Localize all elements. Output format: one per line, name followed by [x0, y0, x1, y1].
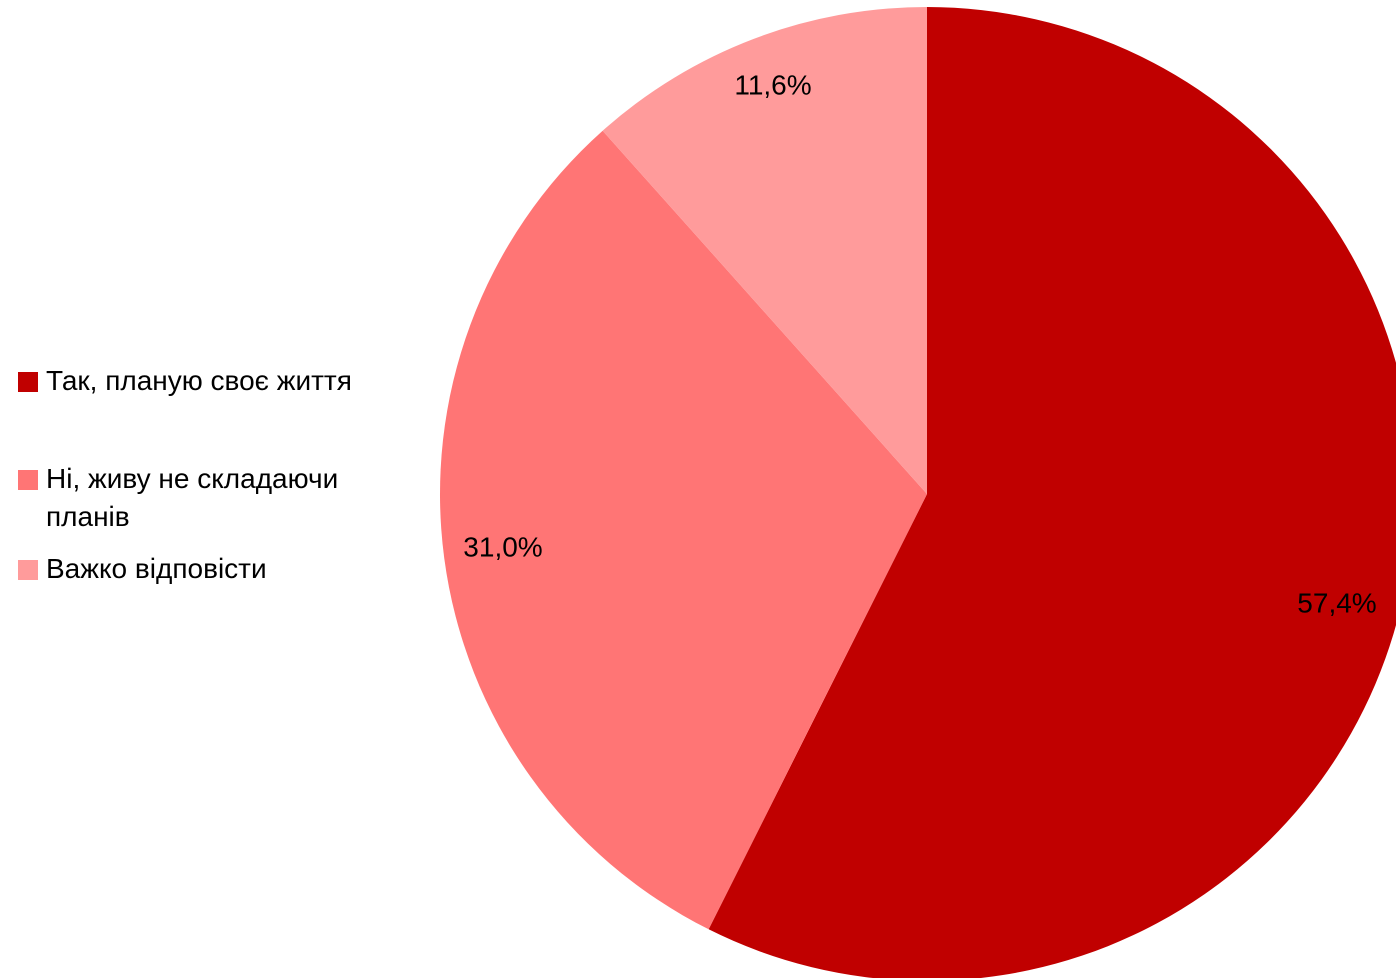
pie-slice-no-plans	[439, 130, 927, 930]
legend-swatch-plan-life	[18, 372, 38, 392]
legend-swatch-hard-to-answer	[18, 560, 38, 580]
chart-legend: Так, планую своє життя Ні, живу не склад…	[18, 362, 428, 588]
legend-label-plan-life: Так, планую своє життя	[46, 365, 352, 396]
data-label-plan-life: 57,4%	[1297, 587, 1376, 618]
legend-label-no-plans: Ні, живу не складаючи планів	[46, 463, 339, 532]
data-label-hard-to-answer: 11,6%	[734, 69, 811, 100]
data-label-no-plans: 31,0%	[463, 531, 542, 562]
legend-item-plan-life: Так, планую своє життя	[18, 362, 428, 400]
legend-swatch-no-plans	[18, 470, 38, 490]
legend-item-no-plans: Ні, живу не складаючи планів	[18, 460, 428, 536]
pie-slice-plan-life	[708, 7, 1396, 978]
legend-item-hard-to-answer: Важко відповісти	[18, 550, 428, 588]
legend-label-hard-to-answer: Важко відповісти	[46, 553, 267, 584]
pie-slice-hard-to-answer	[602, 7, 927, 494]
